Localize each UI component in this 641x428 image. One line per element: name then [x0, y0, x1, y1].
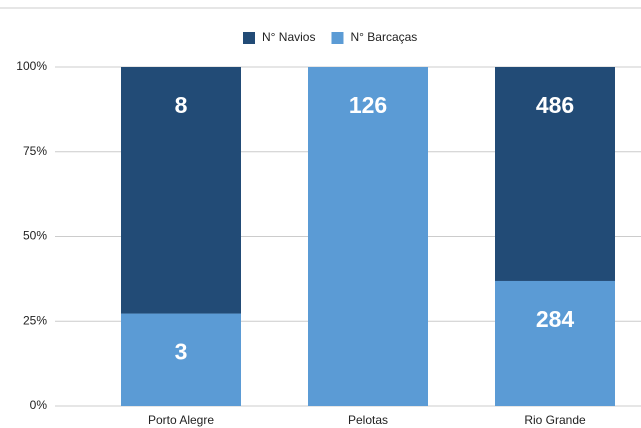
legend-label: N° Barcaças — [350, 30, 417, 44]
data-label: 126 — [349, 92, 387, 118]
y-tick-label: 50% — [23, 229, 47, 243]
bar-segment — [495, 67, 615, 281]
bar-segment — [308, 67, 428, 406]
bar-segment — [121, 313, 241, 406]
y-tick-label: 25% — [23, 313, 47, 327]
y-tick-label: 0% — [30, 398, 48, 412]
data-label: 284 — [536, 306, 575, 332]
data-label: 486 — [536, 92, 574, 118]
legend-label: N° Navios — [262, 30, 315, 44]
y-tick-label: 75% — [23, 144, 47, 158]
x-tick-label: Rio Grande — [524, 413, 586, 427]
legend-swatch — [331, 32, 344, 44]
bar-segment — [121, 67, 241, 314]
y-tick-label: 100% — [16, 59, 47, 73]
legend-swatch — [243, 32, 255, 44]
x-tick-label: Porto Alegre — [148, 413, 214, 427]
bar-segment — [495, 280, 615, 406]
data-label: 3 — [175, 339, 188, 365]
data-label: 8 — [175, 92, 188, 118]
x-tick-label: Pelotas — [348, 413, 388, 427]
